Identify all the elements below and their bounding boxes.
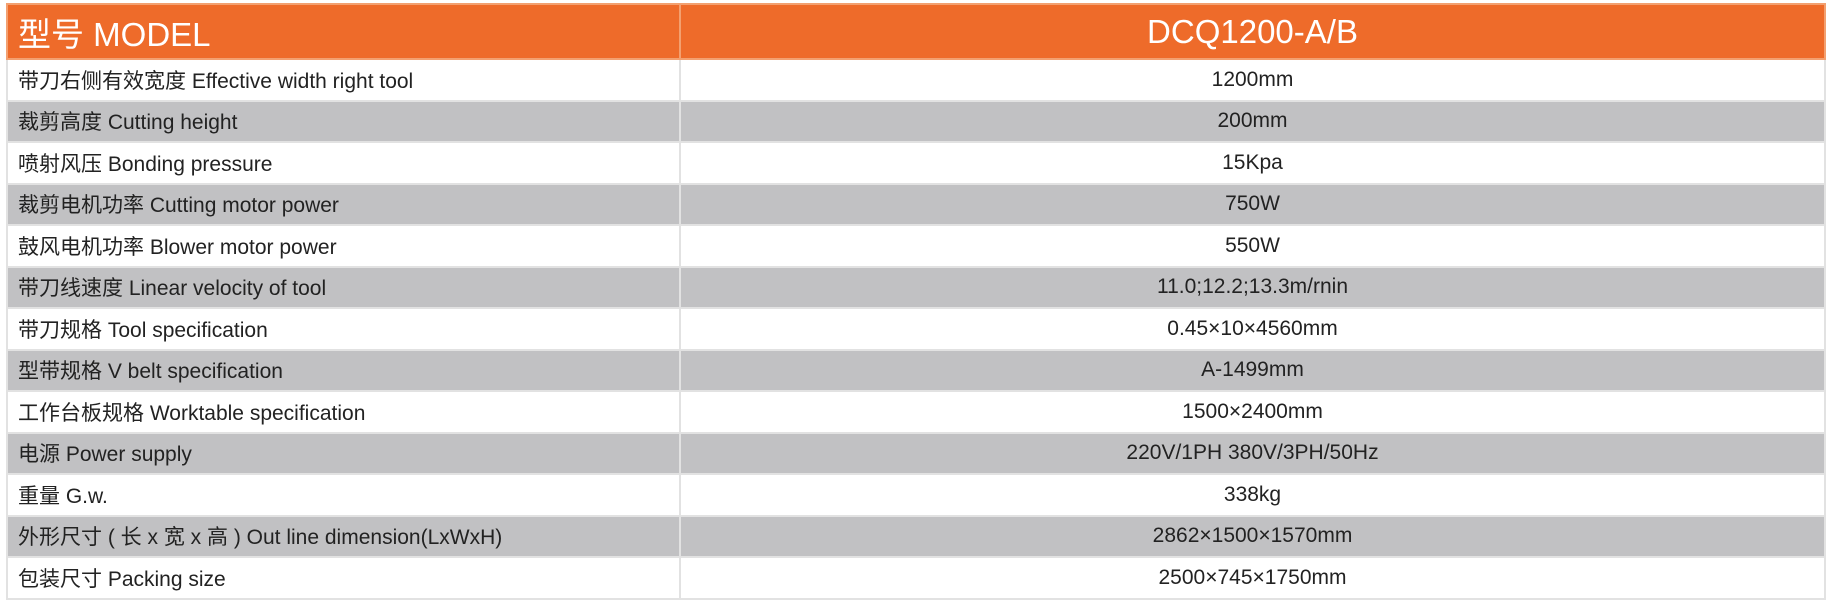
spec-value: 2862×1500×1570mm	[679, 514, 1826, 558]
spec-value: 11.0;12.2;13.3m/rnin	[679, 265, 1826, 309]
spec-value: 338kg	[679, 473, 1826, 517]
spec-label: 外形尺寸 ( 长 x 宽 x 高 ) Out line dimension(Lx…	[6, 514, 681, 558]
spec-value: A-1499mm	[679, 348, 1826, 392]
spec-label: 电源 Power supply	[6, 431, 681, 475]
spec-value: 0.45×10×4560mm	[679, 307, 1826, 351]
spec-row: 带刀线速度 Linear velocity of tool 11.0;12.2;1…	[6, 265, 1826, 309]
spec-label: 喷射风压 Bonding pressure	[6, 141, 681, 185]
table-body: 型号 MODEL DCQ1200-A/B 带刀右侧有效宽度 Effective …	[6, 3, 1826, 600]
spec-row: 重量 G.w. 338kg	[6, 473, 1826, 517]
spec-row: 带刀规格 Tool specification 0.45×10×4560mm	[6, 307, 1826, 351]
spec-value: 15Kpa	[679, 141, 1826, 185]
spec-label: 带刀右侧有效宽度 Effective width right tool	[6, 58, 681, 102]
spec-label: 工作台板规格 Worktable specification	[6, 390, 681, 434]
spec-row: 外形尺寸 ( 长 x 宽 x 高 ) Out line dimension(Lx…	[6, 514, 1826, 558]
header-cell: DCQ1200-A/B	[679, 3, 1826, 60]
spec-value: 750W	[679, 182, 1826, 226]
spec-row: 喷射风压 Bonding pressure 15Kpa	[6, 141, 1826, 185]
spec-row: 电源 Power supply 220V/1PH 380V/3PH/50Hz	[6, 431, 1826, 475]
header-cell: 型号 MODEL	[6, 3, 681, 60]
spec-row: 带刀右侧有效宽度 Effective width right tool 1200m…	[6, 58, 1826, 102]
spec-value: 200mm	[679, 99, 1826, 143]
spec-label: 包装尺寸 Packing size	[6, 556, 681, 600]
spec-row: 包装尺寸 Packing size 2500×745×1750mm	[6, 556, 1826, 600]
spec-row: 型带规格 V belt specification A-1499mm	[6, 348, 1826, 392]
spec-row: 鼓风电机功率 Blower motor power 550W	[6, 224, 1826, 268]
spec-value: 550W	[679, 224, 1826, 268]
spec-value: 1200mm	[679, 58, 1826, 102]
spec-label: 裁剪高度 Cutting height	[6, 99, 681, 143]
spec-label: 裁剪电机功率 Cutting motor power	[6, 182, 681, 226]
spec-value: 2500×745×1750mm	[679, 556, 1826, 600]
spec-row: 工作台板规格 Worktable specification 1500×2400m…	[6, 390, 1826, 434]
header-row: 型号 MODEL DCQ1200-A/B	[6, 3, 1826, 60]
spec-value: 220V/1PH 380V/3PH/50Hz	[679, 431, 1826, 475]
spec-label: 带刀规格 Tool specification	[6, 307, 681, 351]
spec-value: 1500×2400mm	[679, 390, 1826, 434]
spec-row: 裁剪高度 Cutting height 200mm	[6, 99, 1826, 143]
spec-label: 带刀线速度 Linear velocity of tool	[6, 265, 681, 309]
spec-label: 型带规格 V belt specification	[6, 348, 681, 392]
spec-row: 裁剪电机功率 Cutting motor power 750W	[6, 182, 1826, 226]
spec-table: 型号 MODEL DCQ1200-A/B 带刀右侧有效宽度 Effective …	[6, 3, 1826, 600]
spec-label: 重量 G.w.	[6, 473, 681, 517]
spec-label: 鼓风电机功率 Blower motor power	[6, 224, 681, 268]
